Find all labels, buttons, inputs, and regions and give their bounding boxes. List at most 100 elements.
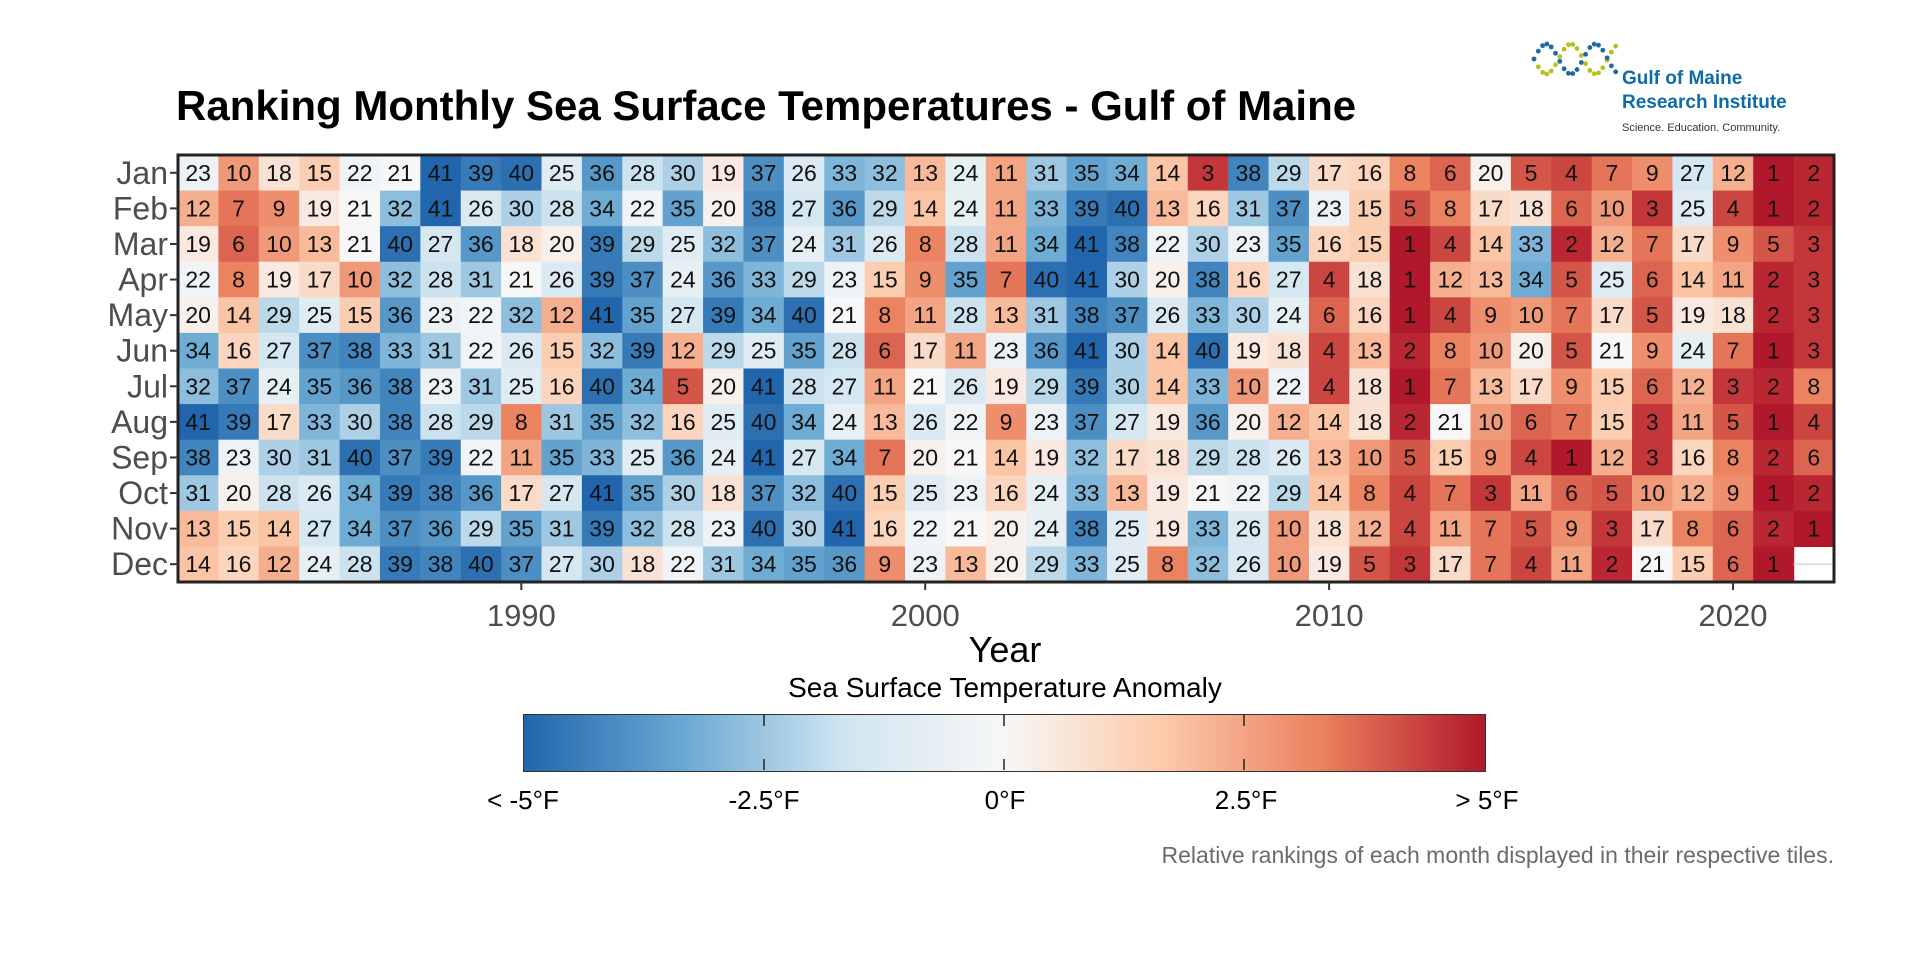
cell-label: 12 (1680, 480, 1706, 506)
cell-label: 22 (1276, 373, 1302, 399)
cell-label: 24 (307, 551, 333, 577)
heatmap-cell (1430, 261, 1472, 298)
cell-label: 39 (387, 551, 413, 577)
cell-label: 21 (832, 302, 858, 328)
heatmap-cell (460, 439, 502, 476)
cell-label: 14 (993, 444, 1019, 470)
cell-label: 13 (1114, 480, 1140, 506)
cell-label: 18 (1518, 195, 1544, 221)
cell-label: 1 (1767, 195, 1780, 221)
heatmap-cell (218, 332, 260, 370)
logo-dot (1553, 50, 1558, 56)
legend-ticks (763, 715, 1245, 770)
heatmap-cell (581, 439, 623, 476)
cell-label: 33 (387, 338, 413, 364)
cell-label: 3 (1202, 160, 1215, 186)
cell-label: 4 (1404, 516, 1417, 542)
cell-label: 25 (630, 444, 656, 470)
cell-label: 14 (226, 302, 252, 328)
heatmap-cell (662, 190, 704, 227)
cell-label: 34 (751, 302, 777, 328)
cell-label: 10 (1478, 338, 1504, 364)
cell-label: 30 (589, 551, 615, 577)
heatmap-cell (1349, 439, 1391, 476)
cell-label: 31 (468, 267, 494, 293)
heatmap-cell (1632, 368, 1674, 405)
cell-label: 22 (468, 302, 494, 328)
heatmap-cell (1187, 297, 1229, 334)
heatmap-cell (1712, 297, 1754, 334)
heatmap-cell (1551, 404, 1593, 441)
heatmap-cell (1066, 261, 1108, 298)
heatmap-cell (581, 332, 623, 370)
cell-label: 13 (1357, 338, 1383, 364)
y-tick-label: Oct (118, 475, 168, 511)
heatmap-cell (1632, 510, 1674, 548)
logo-dot (1591, 41, 1597, 47)
heatmap-cell (985, 510, 1027, 548)
cell-label: 13 (1478, 373, 1504, 399)
cell-label: 26 (468, 195, 494, 221)
heatmap-cell (1551, 332, 1593, 370)
heatmap-cell (1389, 190, 1431, 227)
heatmap-cell (864, 155, 906, 192)
cell-label: 16 (1357, 160, 1383, 186)
cell-label: 19 (993, 373, 1019, 399)
cell-label: 41 (832, 516, 858, 542)
cell-label: 38 (387, 373, 413, 399)
cell-label: 3 (1646, 409, 1659, 435)
cell-label: 15 (872, 267, 898, 293)
cell-label: 24 (953, 195, 979, 221)
cell-label: 3 (1404, 551, 1417, 577)
heatmap-cell (258, 190, 300, 227)
heatmap-cell (379, 475, 421, 512)
heatmap-cell (299, 546, 341, 583)
logo-dot (1553, 62, 1558, 68)
cell-label: 20 (1155, 267, 1181, 293)
heatmap-cell (824, 226, 866, 263)
cell-label: 13 (912, 160, 938, 186)
cell-label: 38 (751, 195, 777, 221)
cell-label: 31 (468, 373, 494, 399)
plot-border (176, 153, 1836, 584)
cell-label: 3 (1646, 444, 1659, 470)
heatmap-cell (541, 297, 583, 334)
heatmap-cell (1228, 404, 1270, 441)
cell-label: 3 (1807, 231, 1820, 257)
heatmap-cell (1308, 439, 1350, 476)
heatmap-cell (622, 475, 664, 512)
cell-label: 40 (468, 551, 494, 577)
heatmap-cell (864, 510, 906, 548)
cell-label: 18 (1720, 302, 1746, 328)
cell-label: 24 (1680, 338, 1706, 364)
cell-label: 31 (1236, 195, 1262, 221)
heatmap-cell (1632, 404, 1674, 441)
cell-label: 1 (1767, 338, 1780, 364)
heatmap-cell (1389, 297, 1431, 334)
heatmap-cell (258, 155, 300, 192)
heatmap-cell (460, 546, 502, 583)
heatmap-cell (1389, 439, 1431, 476)
heatmap-cell (1187, 404, 1229, 441)
cell-label: 9 (1565, 516, 1578, 542)
cell-label: 30 (1114, 373, 1140, 399)
heatmap-cell (703, 155, 745, 192)
heatmap-cell (178, 297, 219, 334)
cell-label: 15 (226, 516, 252, 542)
logo-dot (1535, 48, 1541, 54)
heatmap-cell (339, 155, 381, 192)
cell-label: 10 (1639, 480, 1665, 506)
cell-label: 39 (1074, 373, 1100, 399)
heatmap-cell (339, 510, 381, 548)
heatmap-cell (1106, 510, 1148, 548)
cell-label: 36 (468, 231, 494, 257)
cell-label: 19 (1316, 551, 1342, 577)
cell-label: 19 (710, 160, 736, 186)
heatmap-cell (783, 155, 825, 192)
cell-label: 30 (1195, 231, 1221, 257)
y-tick-label: Jun (116, 333, 168, 369)
heatmap-cell (1470, 439, 1512, 476)
heatmap-cell (501, 404, 543, 441)
cell-label: 29 (468, 409, 494, 435)
heatmap-cell (1147, 226, 1189, 263)
